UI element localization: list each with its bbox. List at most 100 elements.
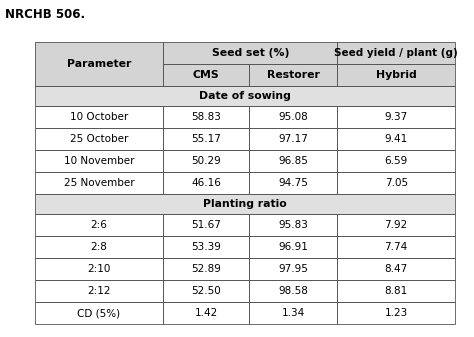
Bar — [249, 280, 337, 302]
Bar — [163, 64, 249, 86]
Bar — [35, 236, 163, 258]
Bar — [163, 172, 249, 194]
Text: 95.83: 95.83 — [278, 220, 308, 230]
Text: 25 November: 25 November — [64, 178, 134, 188]
Bar — [163, 128, 249, 150]
Bar — [337, 236, 455, 258]
Text: 2:12: 2:12 — [87, 286, 111, 296]
Bar — [249, 64, 337, 86]
Bar — [337, 258, 455, 280]
Bar — [163, 150, 249, 172]
Text: CD (5%): CD (5%) — [77, 308, 120, 318]
Text: 96.85: 96.85 — [278, 156, 308, 166]
Bar — [35, 150, 163, 172]
Bar — [35, 42, 163, 86]
Bar — [337, 128, 455, 150]
Bar — [337, 302, 455, 324]
Bar — [35, 128, 163, 150]
Bar — [249, 280, 337, 302]
Bar — [163, 214, 249, 236]
Text: 97.17: 97.17 — [278, 134, 308, 144]
Bar — [163, 106, 249, 128]
Bar — [163, 236, 249, 258]
Text: 1.42: 1.42 — [194, 308, 218, 318]
Text: 52.89: 52.89 — [191, 264, 221, 274]
Text: 50.29: 50.29 — [191, 156, 221, 166]
Text: 46.16: 46.16 — [191, 178, 221, 188]
Text: 25 October: 25 October — [70, 134, 128, 144]
Bar — [337, 258, 455, 280]
Bar — [163, 214, 249, 236]
Text: 95.08: 95.08 — [278, 112, 308, 122]
Text: 6.59: 6.59 — [384, 156, 408, 166]
Text: 10 November: 10 November — [64, 156, 134, 166]
Text: 9.37: 9.37 — [384, 112, 408, 122]
Bar — [337, 172, 455, 194]
Bar — [249, 150, 337, 172]
Bar — [249, 214, 337, 236]
Bar — [337, 172, 455, 194]
Text: Date of sowing: Date of sowing — [199, 91, 291, 101]
Bar — [249, 258, 337, 280]
Bar — [249, 128, 337, 150]
Text: 8.81: 8.81 — [384, 286, 408, 296]
Bar — [337, 42, 455, 64]
Bar — [249, 150, 337, 172]
Bar — [337, 64, 455, 86]
Bar — [249, 106, 337, 128]
Bar — [35, 128, 163, 150]
Text: Restorer: Restorer — [267, 70, 320, 80]
Bar — [163, 258, 249, 280]
Text: 53.39: 53.39 — [191, 242, 221, 252]
Bar — [249, 302, 337, 324]
Bar — [35, 214, 163, 236]
Text: 7.92: 7.92 — [384, 220, 408, 230]
Bar — [35, 280, 163, 302]
Bar — [163, 258, 249, 280]
Text: 52.50: 52.50 — [191, 286, 221, 296]
Bar — [35, 172, 163, 194]
Bar — [249, 236, 337, 258]
Bar — [35, 42, 163, 86]
Bar — [337, 214, 455, 236]
Bar — [163, 280, 249, 302]
Bar — [35, 236, 163, 258]
Bar — [163, 64, 249, 86]
Bar — [35, 106, 163, 128]
Bar — [163, 150, 249, 172]
Text: 9.41: 9.41 — [384, 134, 408, 144]
Text: 98.58: 98.58 — [278, 286, 308, 296]
Text: 1.34: 1.34 — [282, 308, 305, 318]
Bar — [163, 302, 249, 324]
Bar — [337, 106, 455, 128]
Bar — [35, 106, 163, 128]
Text: 51.67: 51.67 — [191, 220, 221, 230]
Text: 7.74: 7.74 — [384, 242, 408, 252]
Bar — [337, 302, 455, 324]
Text: NRCHB 506.: NRCHB 506. — [5, 7, 85, 21]
Bar — [337, 280, 455, 302]
Text: 8.47: 8.47 — [384, 264, 408, 274]
Bar — [249, 172, 337, 194]
Bar — [249, 128, 337, 150]
Bar — [163, 42, 337, 64]
Bar — [35, 172, 163, 194]
Bar — [35, 302, 163, 324]
Bar — [163, 172, 249, 194]
Bar — [337, 128, 455, 150]
Bar — [249, 302, 337, 324]
Text: 55.17: 55.17 — [191, 134, 221, 144]
Bar — [337, 42, 455, 64]
Text: 97.95: 97.95 — [278, 264, 308, 274]
Text: Hybrid: Hybrid — [376, 70, 417, 80]
Bar — [163, 42, 337, 64]
Bar — [337, 150, 455, 172]
Text: 2:10: 2:10 — [87, 264, 111, 274]
Text: Seed yield / plant (g): Seed yield / plant (g) — [334, 48, 458, 58]
Bar — [337, 236, 455, 258]
Bar — [163, 236, 249, 258]
Text: 2:6: 2:6 — [91, 220, 108, 230]
Bar — [35, 86, 455, 106]
Bar — [35, 302, 163, 324]
Bar — [249, 236, 337, 258]
